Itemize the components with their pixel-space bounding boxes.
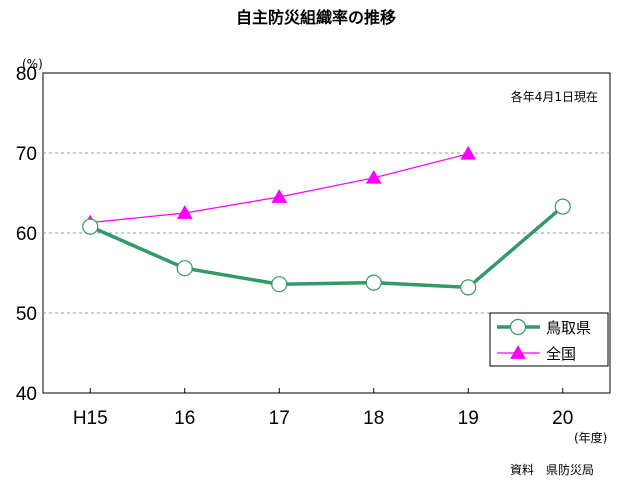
y-tick-label: 50 bbox=[16, 304, 37, 325]
data-point bbox=[271, 188, 288, 203]
legend-marker bbox=[509, 318, 527, 336]
data-point bbox=[460, 145, 477, 160]
data-point bbox=[365, 169, 382, 184]
series-layer bbox=[82, 145, 571, 296]
x-tick-label: 17 bbox=[269, 408, 290, 429]
data-point bbox=[176, 260, 193, 277]
chart-title: 自主防災組織率の推移 bbox=[236, 8, 396, 27]
data-point bbox=[82, 218, 99, 235]
x-axis-ticks: H15 16 17 18 19 20 bbox=[73, 388, 573, 429]
y-tick-label: 60 bbox=[16, 224, 37, 245]
y-tick-label: 40 bbox=[16, 384, 37, 405]
legend-marker bbox=[510, 344, 526, 359]
x-tick-label: H15 bbox=[73, 408, 108, 429]
y-unit-label: (%) bbox=[22, 57, 43, 71]
note-label: 各年4月1日現在 bbox=[511, 89, 598, 104]
grid-lines bbox=[43, 152, 610, 314]
legend-box bbox=[489, 312, 609, 367]
y-tick-label: 80 bbox=[16, 64, 37, 85]
x-tick-label: 20 bbox=[552, 408, 573, 429]
data-point bbox=[554, 198, 571, 215]
x-tick-label: 18 bbox=[363, 408, 384, 429]
data-point bbox=[176, 204, 193, 219]
x-tick-label: 16 bbox=[174, 408, 195, 429]
data-point bbox=[365, 274, 382, 291]
series-line bbox=[89, 205, 564, 290]
y-axis-ticks: 40 50 60 70 80 bbox=[16, 64, 37, 405]
source-label: 資料 県防災局 bbox=[510, 462, 594, 477]
legend-label: 全国 bbox=[546, 345, 576, 363]
legend-label: 鳥取県 bbox=[546, 319, 591, 337]
data-point bbox=[271, 276, 288, 293]
x-tick-label: 19 bbox=[458, 408, 479, 429]
y-tick-label: 70 bbox=[16, 144, 37, 165]
data-point bbox=[460, 279, 477, 296]
x-unit-label: (年度) bbox=[574, 430, 607, 445]
